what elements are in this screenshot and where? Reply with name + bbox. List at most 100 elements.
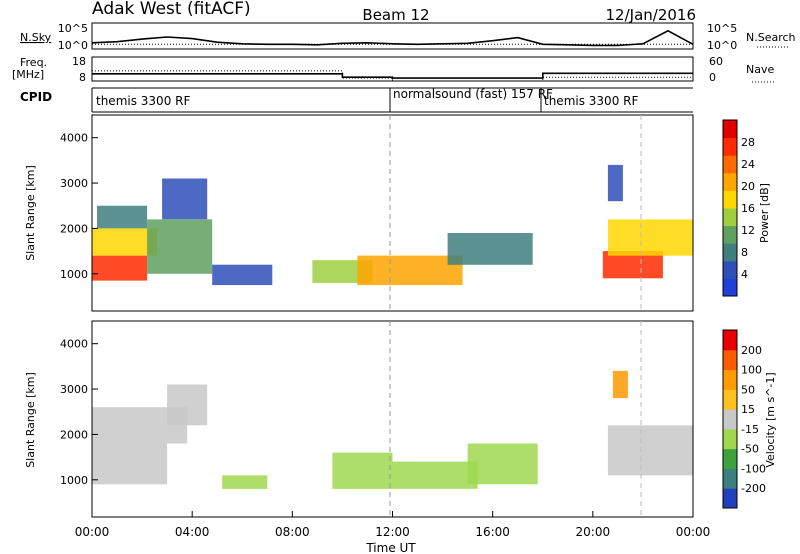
power-blobs-cell-10	[607, 219, 693, 256]
vel-blobs-cell-0	[92, 443, 168, 485]
power-colorbar-label: Power [dB]	[758, 183, 771, 243]
power-blobs-cell-4	[162, 178, 208, 220]
power-cbar-ticks-4: 20	[741, 180, 755, 193]
power-blobs-cell-8	[447, 233, 533, 265]
nsky-panel: N.Sky N.Search 10^5 10^0 10^5 10^0	[20, 22, 796, 52]
freq-lines-line-0	[92, 72, 693, 79]
nsky-series	[91, 29, 694, 47]
power-blobs-cell-0	[92, 255, 148, 281]
y-tick-label-0: 1000	[60, 474, 88, 487]
nsky-right-label: N.Search	[746, 31, 796, 44]
power-cbar-2	[723, 243, 737, 262]
vel-blobs-cell-8	[612, 370, 628, 399]
power-colorbar-ticks: 4 8 12 16 20 24 28	[741, 136, 755, 281]
power-blobs-cell-3	[147, 219, 213, 274]
date-label: 12/Jan/2016	[606, 6, 697, 24]
nsky-frame	[91, 22, 694, 50]
vel-cbar-ticks-4: 15	[741, 403, 755, 416]
cpid-mode-1: themis 3300 RF	[96, 94, 190, 108]
beam-label: Beam 12	[362, 6, 429, 24]
vel-blobs-cell-6	[467, 443, 538, 485]
power-blobs-cell-7	[357, 255, 463, 286]
x-tick-label-4: 16:00	[475, 525, 510, 539]
power-cbar-ticks-5: 24	[741, 158, 755, 171]
freq-series	[92, 70, 693, 82]
vel-cbar-0	[723, 488, 737, 509]
vel-cbar-6	[723, 369, 737, 390]
y-tick-label-2: 3000	[60, 177, 88, 190]
power-frame	[91, 114, 694, 312]
power-y-axis: 1000 2000 3000 4000	[60, 132, 98, 281]
freq-label-line2: [MHz]	[12, 68, 44, 81]
y-tick-label-2: 3000	[60, 383, 88, 396]
x-tick-label-0: 00:00	[75, 525, 110, 539]
x-tick-label-5: 20:00	[576, 525, 611, 539]
vel-cbar-ticks-6: 100	[741, 364, 762, 377]
freq-left-tick-bottom: 8	[79, 71, 86, 84]
x-tick-label-3: 12:00	[375, 525, 410, 539]
plot-title: Adak West (fitACF)	[92, 0, 251, 19]
power-panel: Slant Range [km] 1000 2000 3000 4000	[24, 114, 694, 312]
nsky-right-tick-bottom: 10^0	[707, 39, 737, 52]
velocity-colorbar-swatches	[723, 330, 737, 509]
cpid-panel: CPID themis 3300 RF normalsound (fast) 1…	[20, 87, 693, 113]
power-data	[92, 164, 693, 286]
power-cbar-0	[723, 278, 737, 297]
x-tick-label-2: 08:00	[275, 525, 310, 539]
vel-cbar-ticks-1: -100	[741, 462, 766, 475]
cpid-mode-3: themis 3300 RF	[544, 94, 638, 108]
y-tick-label-0: 1000	[60, 268, 88, 281]
vel-cbar-7	[723, 349, 737, 371]
power-colorbar-frame	[722, 119, 738, 297]
freq-left-tick-top: 18	[72, 55, 86, 68]
cpid-label: CPID	[20, 90, 52, 104]
cpid-mode-2: normalsound (fast) 157 RF	[393, 87, 553, 101]
time-axis-label: Time UT	[365, 541, 416, 554]
velocity-ylabel: Slant Range [km]	[24, 372, 37, 468]
power-blobs-cell-11	[607, 164, 623, 202]
vel-cbar-ticks-5: 50	[741, 383, 755, 396]
vel-cbar-ticks-0: -200	[741, 482, 766, 495]
power-cbar-ticks-1: 8	[741, 246, 748, 259]
vel-blobs-cell-5	[392, 461, 478, 489]
freq-right-tick-bottom: 0	[709, 71, 716, 84]
vel-blobs-cell-3	[222, 475, 268, 489]
vel-cbar-3	[723, 428, 737, 450]
freq-label-line1: Freq.	[20, 56, 47, 69]
vel-cbar-ticks-3: -15	[741, 423, 759, 436]
vel-cbar-4	[723, 409, 737, 430]
x-tick-label-6: 00:00	[676, 525, 711, 539]
velocity-data	[92, 370, 693, 489]
vel-blobs-cell-2	[167, 384, 208, 426]
nsky-left-label: N.Sky	[20, 31, 52, 44]
power-cbar-ticks-6: 28	[741, 136, 755, 149]
power-blobs-cell-2	[97, 205, 148, 229]
velocity-y-axis: 1000 2000 3000 4000	[60, 338, 98, 487]
vel-blobs-cell-7	[607, 425, 693, 476]
freq-panel: Freq. [MHz] Nave 18 8 60 0	[12, 55, 776, 84]
power-blobs-cell-1	[92, 228, 158, 256]
power-cbar-8	[723, 137, 737, 156]
x-tick-label-1: 04:00	[175, 525, 210, 539]
power-cbar-7	[723, 155, 737, 174]
freq-frame	[91, 56, 694, 82]
y-tick-label-3: 4000	[60, 338, 88, 351]
vel-cbar-1	[723, 468, 737, 489]
freq-lines-line-1	[92, 70, 693, 82]
power-cbar-ticks-0: 4	[741, 268, 748, 281]
vel-cbar-8	[723, 330, 737, 351]
nsky-left-tick-bottom: 10^0	[58, 39, 88, 52]
vel-cbar-ticks-2: -50	[741, 443, 759, 456]
power-cbar-5	[723, 190, 737, 209]
nsky-lines-line-0	[91, 29, 694, 47]
y-tick-label-1: 2000	[60, 222, 88, 235]
power-cbar-6	[723, 172, 737, 191]
power-colorbar-swatches	[723, 120, 737, 297]
power-cbar-9	[723, 120, 737, 139]
nsky-right-tick-top: 10^5	[707, 22, 737, 35]
power-colorbar: 4 8 12 16 20 24 28 Power [dB]	[722, 119, 771, 297]
vel-cbar-ticks-7: 200	[741, 344, 762, 357]
y-tick-label-3: 4000	[60, 132, 88, 145]
time-axis: 00:00 04:00 08:00 12:00 16:00 20:00 00:00	[75, 511, 711, 539]
